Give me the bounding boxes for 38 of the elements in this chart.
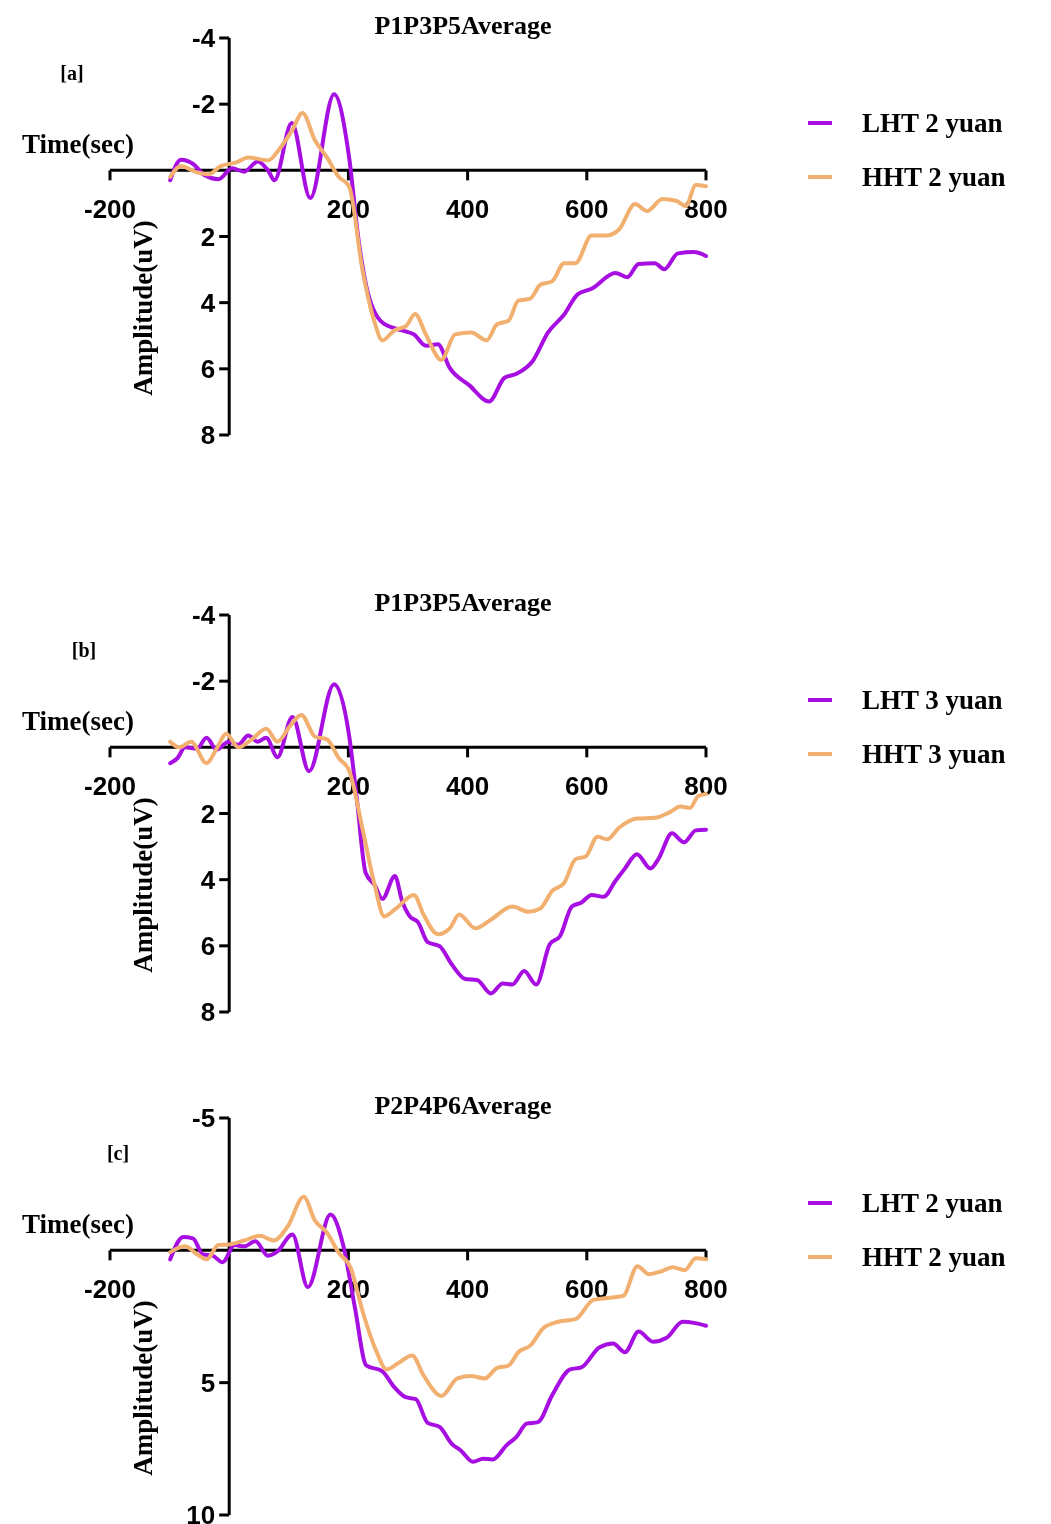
- y-tick-label: -4: [192, 23, 216, 54]
- x-axis-title: Time(sec): [22, 129, 134, 160]
- chart-title: P2P4P6Average: [374, 1091, 552, 1120]
- y-tick-label: -5: [192, 1103, 216, 1134]
- y-tick-label: 5: [200, 1367, 216, 1398]
- x-tick-label: 600: [565, 771, 609, 802]
- x-tick-label: 400: [445, 771, 490, 802]
- y-tick-label: 6: [200, 930, 216, 961]
- y-tick-label: 6: [200, 353, 216, 384]
- annotation: [c]: [106, 1142, 130, 1164]
- x-axis-title: Time(sec): [22, 706, 134, 737]
- x-tick-label: 800: [684, 771, 728, 802]
- y-tick-label: -4: [192, 600, 216, 631]
- x-tick-label: 600: [565, 1274, 609, 1305]
- x-tick-label: 600: [565, 194, 609, 225]
- text: [b]: [71, 639, 97, 661]
- y-tick-label: -2: [192, 89, 216, 120]
- legend-label: LHT 2 yuan: [862, 1188, 1003, 1219]
- chart-title: P1P3P5Average: [374, 588, 552, 617]
- y-tick-label: 8: [200, 997, 216, 1028]
- legend-label: HHT 2 yuan: [862, 1242, 1006, 1273]
- x-axis-title: Time(sec): [22, 1209, 134, 1240]
- y-tick-label: 10: [186, 1500, 216, 1524]
- x-tick-label: 800: [684, 1274, 728, 1305]
- y-tick-label: -2: [192, 666, 216, 697]
- y-tick-label: 8: [200, 420, 216, 451]
- legend-label: HHT 2 yuan: [862, 162, 1006, 193]
- x-tick-label: 400: [445, 1274, 490, 1305]
- x-tick-label: 400: [445, 194, 490, 225]
- legend-label: LHT 2 yuan: [862, 108, 1003, 139]
- legend-label: LHT 3 yuan: [862, 685, 1003, 716]
- chart-title: P1P3P5Average: [374, 11, 552, 40]
- y-tick-label: 2: [200, 221, 216, 252]
- legend-label: HHT 3 yuan: [862, 739, 1006, 770]
- text: [a]: [60, 62, 84, 84]
- y-tick-label: 2: [200, 798, 216, 829]
- y-tick-label: 4: [200, 864, 216, 895]
- y-tick-label: 4: [200, 287, 216, 318]
